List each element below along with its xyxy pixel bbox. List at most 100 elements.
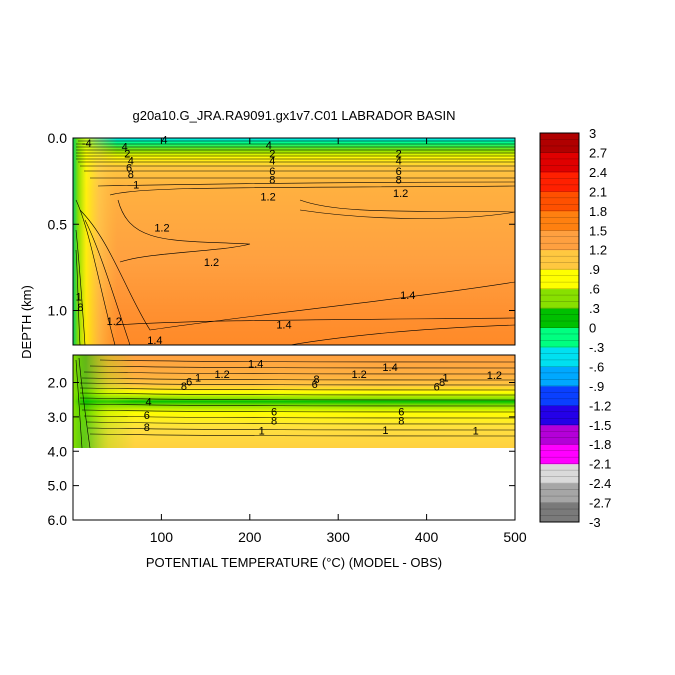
contour-line: [75, 229, 86, 346]
lower-contour-lines: [75, 357, 516, 449]
y-tick-label: 0.5: [48, 216, 68, 232]
contour-label: 1: [259, 426, 265, 438]
y-tick-label: 5.0: [48, 478, 68, 494]
colorbar-swatch: [540, 483, 579, 504]
contour-label: 1: [473, 426, 479, 438]
contour-label: 6: [271, 407, 277, 419]
colorbar-label: 2.7: [589, 145, 607, 160]
colorbar-label: -1.2: [589, 398, 611, 413]
colorbar-label: 1.8: [589, 204, 607, 219]
colorbar-label: -2.4: [589, 476, 611, 491]
contour-line: [83, 415, 516, 419]
contour-line: [117, 199, 251, 263]
x-ticks: 100 200 300 400 500: [150, 138, 527, 545]
contour-label: 8: [77, 302, 83, 314]
y-axis-title: DEPTH (km): [19, 285, 34, 359]
contour-label: 6: [396, 166, 402, 178]
contour-label: 4: [266, 140, 272, 152]
contour-line: [87, 427, 516, 431]
contour-label: 4: [161, 135, 167, 147]
contour-line: [99, 359, 516, 363]
contour-label: 8: [269, 174, 275, 186]
contour-line: [79, 382, 516, 386]
upper-contour-labels: -444246814246824681.21.21.21.21.21.41.41…: [76, 135, 416, 347]
contour-line: [89, 433, 516, 437]
colorbar-swatch: [540, 171, 579, 192]
x-tick-label: 100: [150, 529, 174, 545]
contour-label: 1: [382, 425, 388, 437]
x-tick-label: 400: [415, 529, 439, 545]
contour-label: 8: [128, 169, 134, 181]
contour-label: 1.4: [248, 359, 263, 371]
colorbar-swatch: [540, 424, 579, 445]
contour-label: 1.4: [400, 290, 415, 302]
contour-label: 1: [133, 180, 139, 192]
y-tick-label: 4.0: [48, 443, 68, 459]
lower-panel-frame: [72, 354, 516, 521]
contour-label: 2: [396, 149, 402, 161]
colorbar-label: 0: [589, 321, 596, 336]
contour-label: 8: [144, 422, 150, 434]
y-tick-label: 1.0: [48, 303, 68, 319]
x-tick-label: 500: [503, 529, 527, 545]
colorbar-swatch: [540, 385, 579, 406]
colorbar-swatch: [540, 210, 579, 231]
colorbar-label: -.6: [589, 359, 604, 374]
contour-label: 4: [269, 155, 275, 167]
colorbar: 3 2.7 2.4 2.1 1.8 1.5 1.2 .9 .6 .3 0 -.3 -.6 -.9 -1.2 -…: [539, 126, 611, 530]
colorbar-swatch: [540, 249, 579, 270]
colorbar-label: 2.4: [589, 165, 607, 180]
colorbar-swatch: [540, 133, 579, 153]
contour-label: 6: [186, 376, 192, 388]
colorbar-swatch: [540, 152, 579, 173]
contour-label: 1: [443, 372, 449, 384]
contour-line: [79, 209, 516, 331]
contour-line: [85, 421, 516, 425]
contour-label: 4: [122, 142, 128, 154]
lower-contour-labels: 1.41.41.21.21.2186861864686816811: [144, 359, 502, 438]
contour-label: 4: [145, 396, 151, 408]
colorbar-label: 1.2: [589, 243, 607, 258]
lower-panel-coastal-field: [73, 355, 515, 448]
contour-label: 6: [144, 410, 150, 422]
contour-line: [75, 199, 116, 346]
contour-line: [78, 357, 91, 449]
contour-label: 1.2: [204, 257, 219, 269]
lower-panel: 1.41.41.21.21.2186861864686816811 2.03.0…: [48, 138, 527, 545]
contour-line: [81, 409, 516, 413]
contour-label: 4: [128, 155, 134, 167]
contour-label: 8: [398, 415, 404, 427]
contour-label: 1.4: [147, 335, 162, 347]
contour-label: 1: [195, 372, 201, 384]
contour-line: [79, 387, 516, 391]
colorbar-label: .9: [589, 262, 600, 277]
contour-line: [97, 181, 516, 187]
contour-label: 8: [181, 381, 187, 393]
y-tick-label: 0.0: [48, 130, 68, 146]
upper-panel-coastal-field: [73, 138, 515, 345]
colorbar-swatch: [540, 269, 579, 290]
upper-y-ticks: 0.0 0.5 1.0: [48, 130, 515, 319]
contour-label: 6: [434, 382, 440, 394]
contour-label: 6: [312, 379, 318, 391]
contour-label: 6: [126, 162, 132, 174]
colorbar-label: .3: [589, 301, 600, 316]
contour-line: [79, 403, 516, 407]
upper-panel: -444246814246824681.21.21.21.21.21.41.41…: [48, 130, 516, 347]
colorbar-label: -.9: [589, 379, 604, 394]
colorbar-label: -2.7: [589, 496, 611, 511]
contour-label: 6: [269, 166, 275, 178]
contour-label: 6: [398, 407, 404, 419]
contour-label: 1.4: [382, 362, 397, 374]
colorbar-label: .6: [589, 282, 600, 297]
y-tick-label: 6.0: [48, 512, 68, 528]
contour-line: [83, 371, 516, 375]
colorbar-label: 1.5: [589, 223, 607, 238]
contour-line: [89, 365, 516, 369]
contour-line: [289, 324, 516, 346]
colorbar-label: -1.8: [589, 437, 611, 452]
contour-label: 1: [76, 292, 82, 304]
contour-label: 4: [396, 155, 402, 167]
colorbar-swatch: [540, 288, 579, 309]
